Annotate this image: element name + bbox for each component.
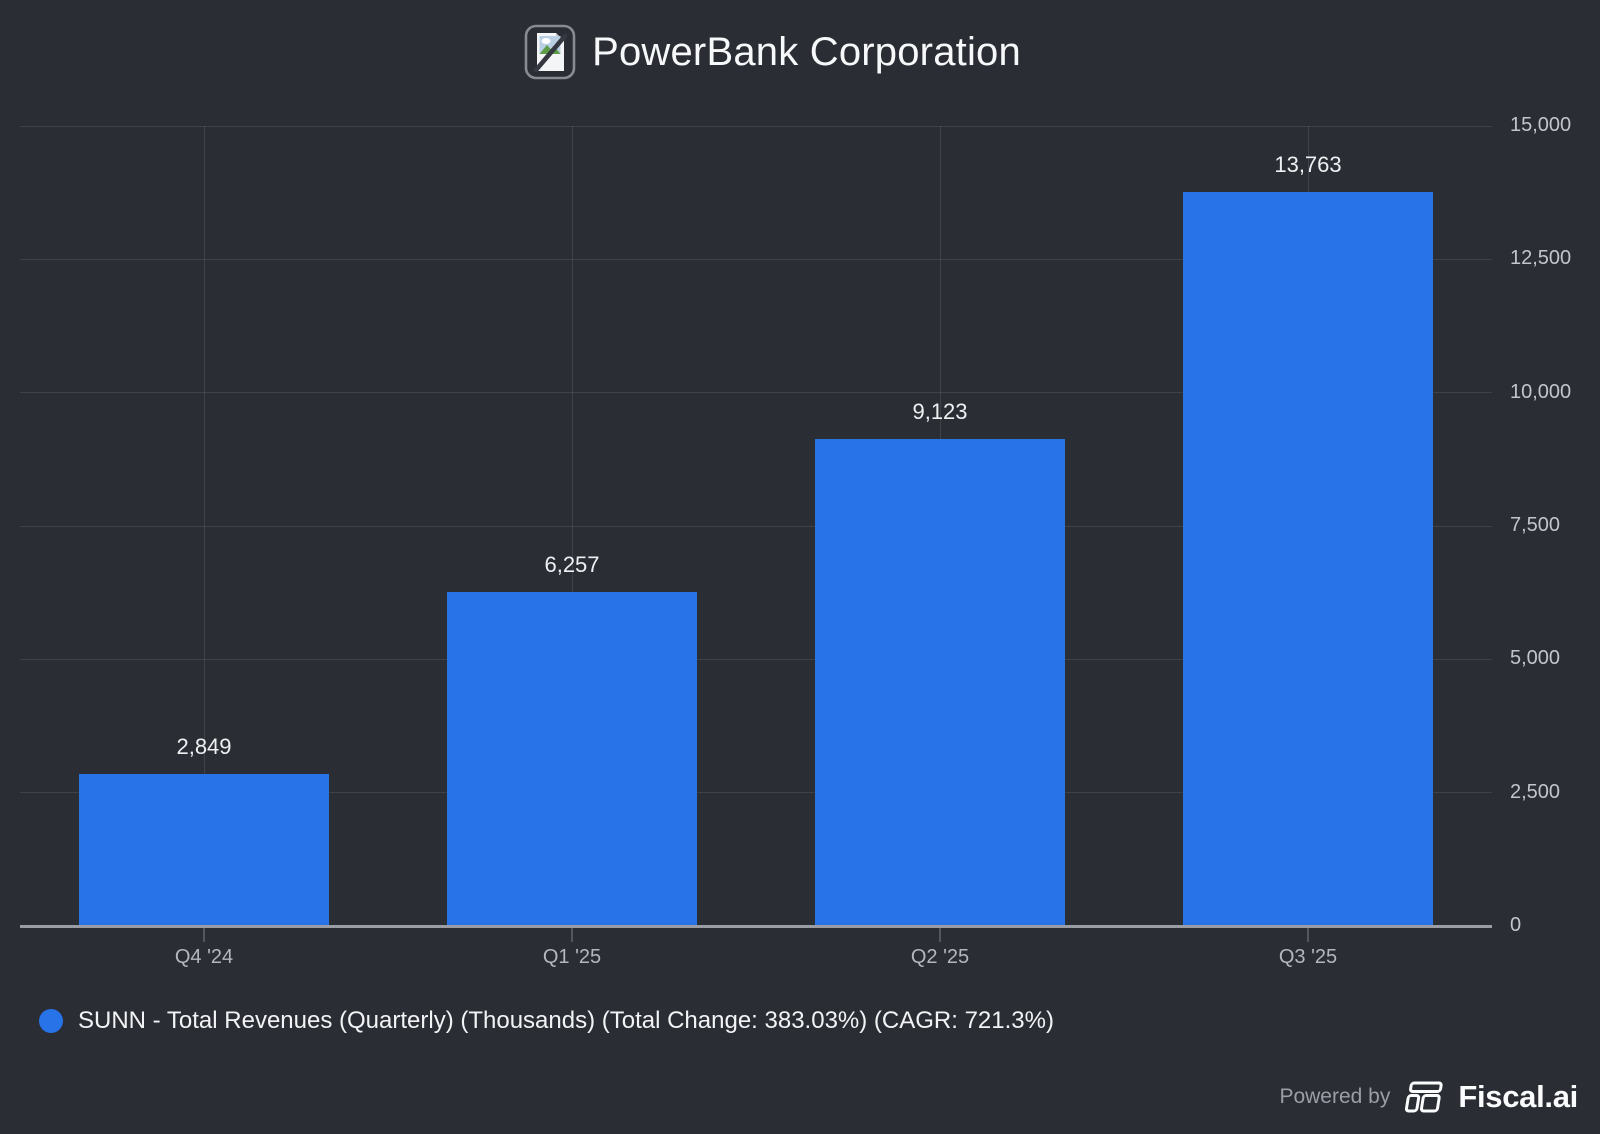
y-axis-tick-label: 7,500: [1510, 514, 1561, 536]
legend-marker-dot: [39, 1009, 63, 1033]
x-axis-category-label: Q4 '24: [174, 946, 234, 968]
fiscal-ai-logo-icon: [1405, 1081, 1444, 1113]
bar-value-label: 9,123: [912, 399, 968, 425]
y-axis-tick-label: 12,500: [1510, 247, 1572, 270]
x-gridline: [571, 126, 573, 926]
x-gridline: [203, 126, 205, 926]
footer-attribution: Powered by Fiscal.ai: [1279, 1078, 1578, 1116]
legend-label: SUNN - Total Revenues (Quarterly) (Thous…: [78, 1007, 1054, 1034]
y-gridline: [20, 658, 1492, 660]
y-axis-tick-label: 0: [1510, 914, 1522, 936]
y-gridline: [20, 125, 1492, 127]
y-axis-tick-label: 10,000: [1510, 380, 1572, 403]
x-axis-tick: [571, 927, 573, 942]
y-gridline: [20, 392, 1492, 394]
bar-1[interactable]: [79, 774, 329, 926]
x-axis-category-label: Q3 '25: [1278, 946, 1338, 968]
bar-4[interactable]: [1183, 191, 1433, 926]
bar-value-label: 2,849: [176, 734, 232, 760]
bar-3[interactable]: [815, 439, 1065, 926]
y-gridline: [20, 258, 1492, 260]
chart-header: PowerBank Corporation: [0, 24, 1545, 80]
x-axis-tick: [1307, 927, 1309, 942]
bar-value-label: 6,257: [544, 552, 600, 578]
y-gridline: [20, 525, 1492, 527]
powered-by-label: Powered by: [1279, 1085, 1391, 1108]
x-axis-category-label: Q2 '25: [910, 946, 970, 968]
y-gridline: [20, 792, 1492, 794]
y-axis-tick-label: 2,500: [1510, 780, 1561, 803]
x-axis-tick: [939, 927, 941, 942]
y-axis-tick-label: 15,000: [1510, 114, 1572, 136]
x-axis-category-label: Q1 '25: [542, 946, 602, 968]
broken-image-icon: [524, 24, 576, 80]
brand-label: Fiscal.ai: [1458, 1079, 1578, 1114]
x-axis-tick: [203, 927, 205, 942]
legend-item[interactable]: SUNN - Total Revenues (Quarterly) (Thous…: [39, 1007, 1054, 1035]
bar-value-label: 13,763: [1274, 151, 1342, 177]
y-axis-tick-label: 5,000: [1510, 647, 1561, 670]
page-title: PowerBank Corporation: [592, 29, 1021, 74]
bar-2[interactable]: [447, 592, 697, 926]
x-axis-line: [20, 925, 1492, 928]
